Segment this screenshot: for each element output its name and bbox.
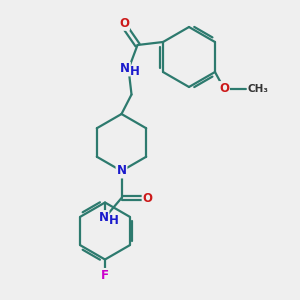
Text: O: O bbox=[142, 191, 153, 205]
Text: CH₃: CH₃ bbox=[248, 83, 268, 94]
Text: N: N bbox=[120, 62, 130, 76]
Text: H: H bbox=[109, 214, 118, 227]
Text: N: N bbox=[116, 164, 127, 178]
Text: N: N bbox=[98, 211, 109, 224]
Text: H: H bbox=[130, 64, 140, 78]
Text: F: F bbox=[101, 269, 109, 282]
Text: O: O bbox=[119, 17, 129, 30]
Text: O: O bbox=[219, 82, 229, 95]
